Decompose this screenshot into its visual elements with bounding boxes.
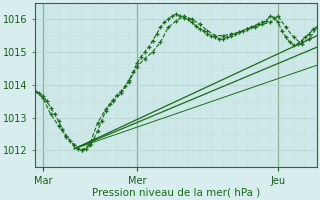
X-axis label: Pression niveau de la mer( hPa ): Pression niveau de la mer( hPa ) [92,187,260,197]
